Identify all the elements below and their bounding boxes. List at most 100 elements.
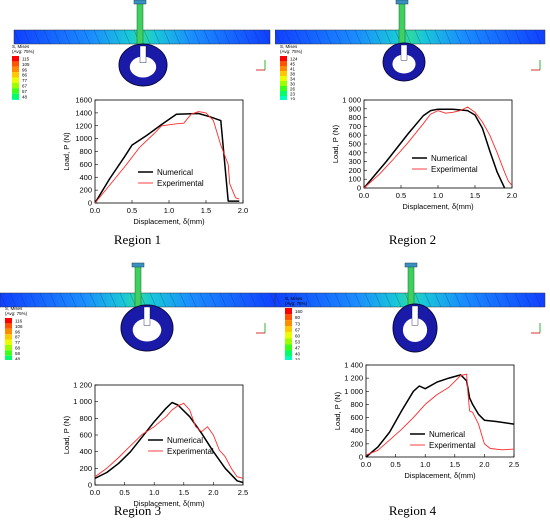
fea-legend-value: 116 xyxy=(15,319,23,324)
y-tick-label: 0 xyxy=(88,481,92,490)
fe-mesh-line xyxy=(219,292,227,308)
fe-mesh-line xyxy=(29,292,37,308)
fe-mesh-line xyxy=(149,292,157,308)
fe-mesh-line xyxy=(53,29,61,45)
fea-legend-swatch xyxy=(5,344,12,351)
fea-legend-swatch xyxy=(285,326,292,333)
series-line-experimental xyxy=(365,373,515,456)
fea-legend-value: 53 xyxy=(295,340,301,345)
fe-mesh-line xyxy=(109,292,117,308)
series-line-experimental xyxy=(94,111,240,204)
y-tick-label: 0 xyxy=(357,184,361,193)
fe-screw-hole xyxy=(411,305,419,326)
fea-legend-value: 124 xyxy=(290,56,298,61)
fe-mesh-line xyxy=(374,292,382,308)
fe-mesh-line xyxy=(249,292,257,308)
fea-legend-value: 77 xyxy=(15,340,21,345)
x-tick-label: 1.0 xyxy=(420,460,430,469)
fea-legend-value: 30 xyxy=(290,81,296,86)
fe-mesh-line xyxy=(314,29,322,45)
plot-frame xyxy=(363,99,513,189)
y-tick-label: 100 xyxy=(348,175,361,184)
fe-mesh-line xyxy=(354,29,362,45)
fe-mesh-line xyxy=(524,292,532,308)
fe-mesh-line xyxy=(49,292,57,308)
fea-legend-value: 48 xyxy=(22,94,28,99)
fe-mesh-line xyxy=(239,292,247,308)
fe-mesh-line xyxy=(464,292,472,308)
fea-legend-value: 96 xyxy=(22,67,28,72)
fea-legend-swatch xyxy=(12,82,19,89)
fea-legend-swatch xyxy=(285,308,292,315)
fea-legend-swatch xyxy=(285,344,292,351)
fe-mesh-line xyxy=(39,292,47,308)
fea-legend-value: 41 xyxy=(290,66,296,71)
fea-legend-subtitle: (Avg: 75%) xyxy=(285,301,308,306)
fea-legend-swatch xyxy=(280,66,287,71)
fe-mesh-line xyxy=(334,29,342,45)
fe-mesh-line xyxy=(63,29,71,45)
fe-mesh-line xyxy=(434,292,442,308)
fe-bone-canal xyxy=(129,56,157,78)
x-tick-label: 0.0 xyxy=(361,460,371,469)
fea-legend-swatch xyxy=(12,72,19,78)
load-displacement-chart: 0 200 400 600 800 1 000 1 200 1 400 0.0 0.5 1.0 1.5… xyxy=(333,361,519,481)
fe-mesh-line xyxy=(275,292,282,308)
fea-legend-value: 67 xyxy=(22,84,28,89)
fe-mesh-line xyxy=(494,292,502,308)
fe-mesh-line xyxy=(324,29,332,45)
x-tick-label: 1.5 xyxy=(201,206,211,215)
fe-mesh-line xyxy=(484,292,492,308)
fe-mesh-line xyxy=(294,29,302,45)
fe-mesh-line xyxy=(334,292,342,308)
fe-mesh-line xyxy=(504,292,512,308)
fe-mesh-line xyxy=(209,292,217,308)
fe-mesh-line xyxy=(394,292,402,308)
x-tick-label: 0.5 xyxy=(396,191,406,200)
fea-legend-swatch xyxy=(280,76,287,81)
fe-mesh-line xyxy=(189,292,197,308)
fea-legend-swatch xyxy=(5,339,12,345)
legend-label: Experimental xyxy=(157,179,204,188)
fea-legend-subtitle: (Avg: 75%) xyxy=(280,49,303,54)
y-tick-label: 200 xyxy=(79,186,92,195)
fe-mesh-line xyxy=(494,29,502,45)
fea-legend-value: 57 xyxy=(22,89,28,94)
fe-mesh-line xyxy=(19,292,27,308)
fea-legend-swatch xyxy=(285,356,292,360)
fe-mesh-line xyxy=(424,292,432,308)
fea-legend-swatch xyxy=(280,81,287,86)
fe-mesh-line xyxy=(193,29,201,45)
legend-label: Experimental xyxy=(167,447,214,456)
fe-mesh-line xyxy=(199,292,207,308)
fe-mesh-line xyxy=(223,29,231,45)
region-caption: Region 1 xyxy=(113,232,162,247)
fe-bone-canal xyxy=(392,54,416,74)
fe-mesh-line xyxy=(263,29,271,45)
fe-mesh-line xyxy=(514,29,522,45)
fea-legend-swatch xyxy=(12,77,19,83)
fea-legend-subtitle: (Avg: 75%) xyxy=(5,311,28,316)
fe-mesh-line xyxy=(169,292,177,308)
x-tick-label: 2.5 xyxy=(238,488,248,497)
y-tick-label: 1600 xyxy=(75,96,92,105)
fe-mesh-line xyxy=(434,29,442,45)
fea-legend-value: 86 xyxy=(22,73,28,78)
x-axis-label: Displacement, δ(mm) xyxy=(133,217,205,226)
load-displacement-chart: 0 200 400 600 800 1 000 1 200 0.0 0.5 1.0 1.5 2.0 2.… xyxy=(62,381,248,509)
fea-legend-title: S, Mises xyxy=(285,296,303,301)
fea-legend-value: 19 xyxy=(290,96,296,100)
fe-mesh-line xyxy=(9,292,17,308)
y-tick-label: 400 xyxy=(79,173,92,182)
legend-label: Numerical xyxy=(157,168,193,177)
series-line-numerical xyxy=(94,401,244,484)
fe-mesh-line xyxy=(259,292,267,308)
fea-legend-swatch xyxy=(285,314,292,321)
fea-legend-swatch xyxy=(12,56,19,62)
y-tick-label: 800 xyxy=(350,400,363,409)
x-tick-label: 0.0 xyxy=(359,191,369,200)
x-tick-label: 2.0 xyxy=(479,460,489,469)
panel-region-3: S, Mises(Avg: 75%)1161069687776858483929… xyxy=(0,260,275,520)
fea-legend: S, Mises(Avg: 75%)1244541383430262319151… xyxy=(280,44,303,100)
fe-screw-hole xyxy=(143,306,151,326)
